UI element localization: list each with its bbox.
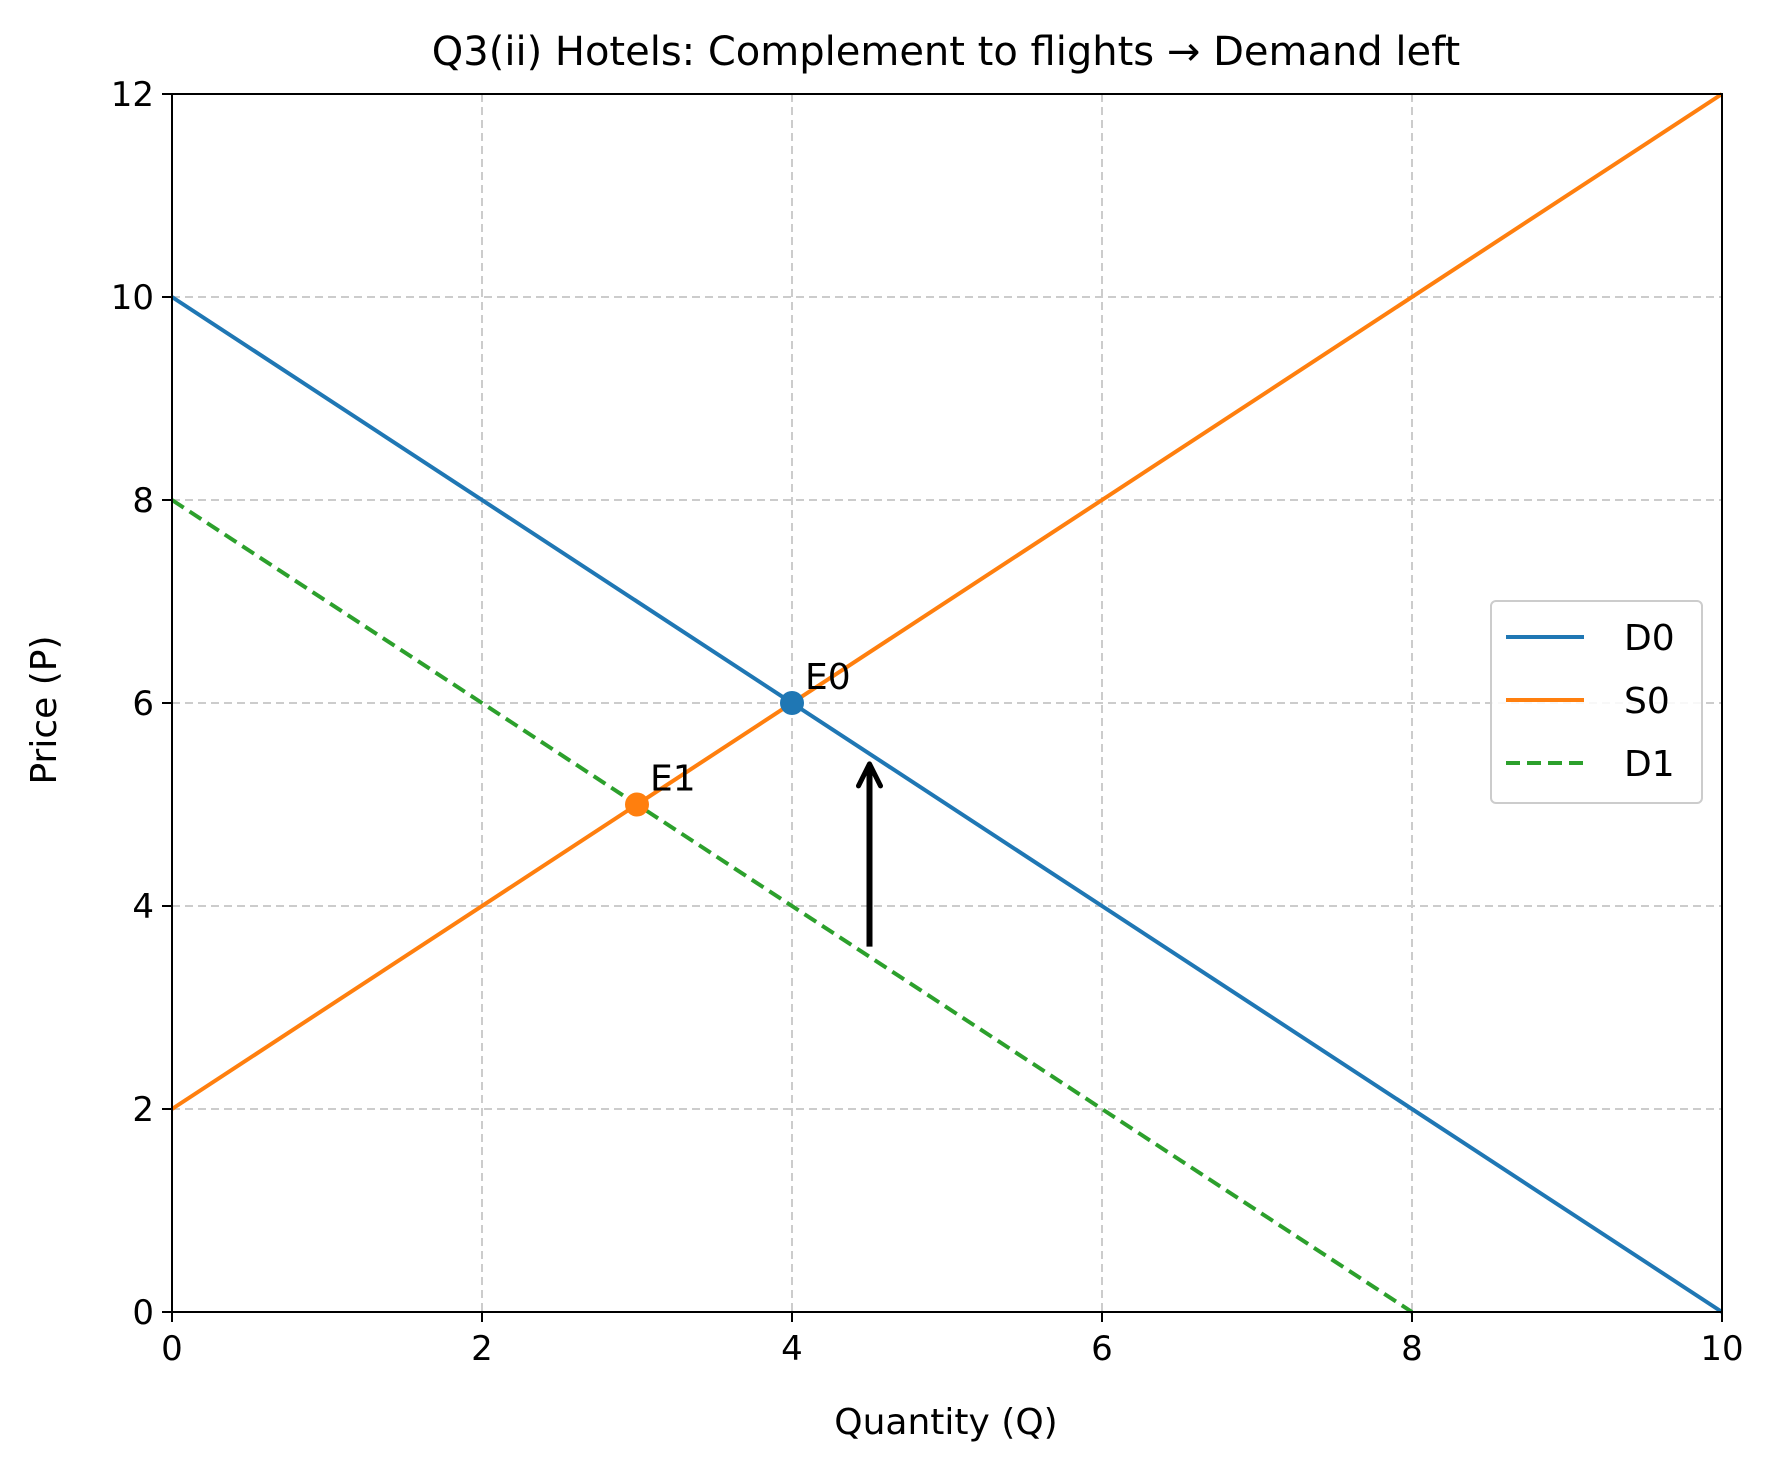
series-line-s0 <box>170 92 1724 1111</box>
x-axis-label: Quantity (Q) <box>834 1402 1057 1443</box>
x-tick-label: 0 <box>161 1329 183 1369</box>
y-tick-label: 12 <box>111 75 154 115</box>
equilibrium-label-e0: E0 <box>805 657 851 698</box>
y-tick-label: 4 <box>132 887 154 927</box>
equilibrium-points: E0 E1 <box>625 657 851 817</box>
legend-label-d1: D1 <box>1624 744 1675 785</box>
equilibrium-label-e1: E1 <box>650 759 696 800</box>
series-line-d1 <box>170 498 1414 1314</box>
legend-label-d0: D0 <box>1624 618 1675 659</box>
equilibrium-point-e0 <box>780 691 804 715</box>
chart-title: Q3(ii) Hotels: Complement to flights → D… <box>432 29 1460 75</box>
x-tick-label: 2 <box>471 1329 493 1369</box>
y-tick-label: 2 <box>132 1090 154 1130</box>
y-axis-label: Price (P) <box>24 635 65 784</box>
y-tick-label: 6 <box>132 684 154 724</box>
shift-arrow-head <box>856 761 883 789</box>
equilibrium-point-e1 <box>625 792 649 817</box>
y-tick-label: 0 <box>132 1293 154 1333</box>
x-tick-label: 8 <box>1401 1329 1423 1369</box>
legend-label-s0: S0 <box>1624 681 1670 722</box>
y-tick-label: 8 <box>132 481 154 521</box>
legend: D0 S0 D1 <box>1490 600 1703 804</box>
series-line-d0 <box>170 295 1724 1314</box>
x-tick-label: 4 <box>781 1329 803 1369</box>
series-lines <box>170 92 1724 1314</box>
shift-arrow-group <box>856 761 883 947</box>
x-tick-label: 6 <box>1091 1329 1113 1369</box>
x-tick-label: 10 <box>1700 1329 1743 1369</box>
axis-ticks: 0 2 4 6 8 10 0 2 4 6 8 10 12 <box>111 75 1744 1369</box>
legend-box <box>1490 600 1703 804</box>
y-tick-label: 10 <box>111 278 154 318</box>
